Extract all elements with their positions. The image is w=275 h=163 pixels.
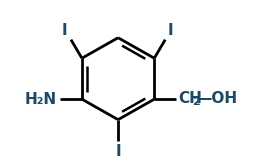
Text: —OH: —OH <box>196 91 237 106</box>
Text: CH: CH <box>178 91 202 106</box>
Text: H₂N: H₂N <box>25 92 57 107</box>
Text: I: I <box>167 23 173 38</box>
Text: I: I <box>115 144 121 159</box>
Text: I: I <box>61 23 67 38</box>
Text: 2: 2 <box>192 97 200 107</box>
